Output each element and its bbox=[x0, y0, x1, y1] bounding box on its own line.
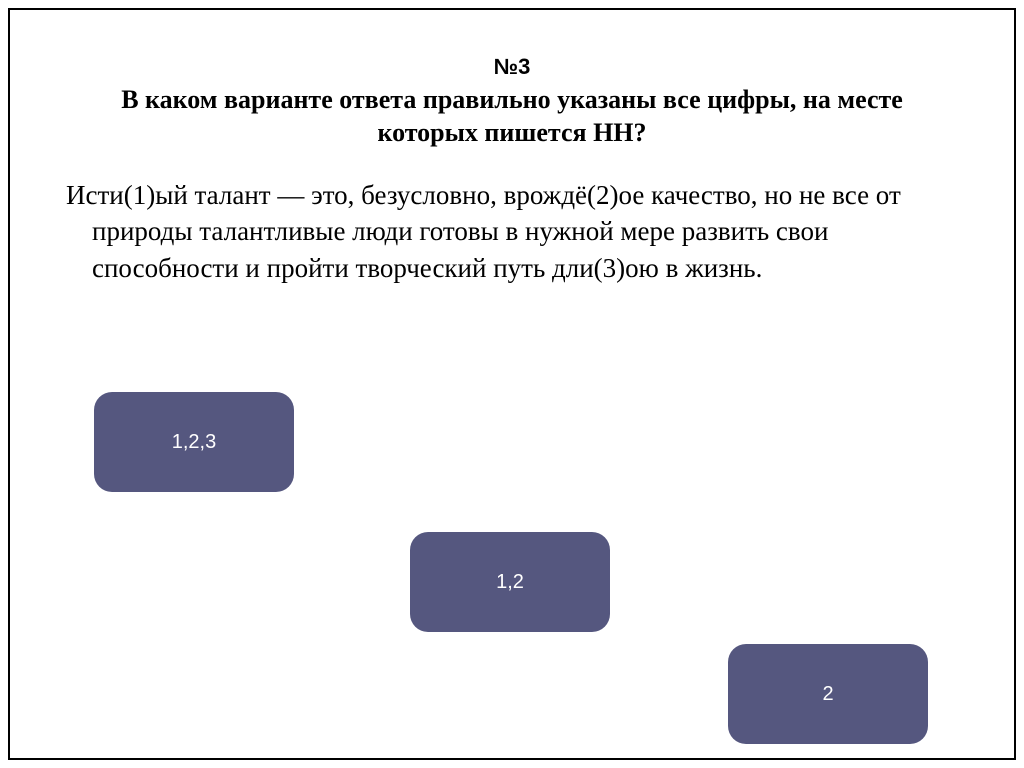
question-number: №3 bbox=[50, 54, 974, 80]
slide-frame: №3 В каком варианте ответа правильно ука… bbox=[8, 8, 1016, 760]
question-title-line2: которых пишется НН? bbox=[377, 118, 646, 147]
question-title: В каком варианте ответа правильно указан… bbox=[50, 84, 974, 149]
question-title-line1: В каком варианте ответа правильно указан… bbox=[121, 85, 903, 114]
question-header: №3 В каком варианте ответа правильно ука… bbox=[10, 10, 1014, 149]
question-text: Исти(1)ый талант — это, безусловно, врож… bbox=[66, 177, 958, 286]
answer-option-1[interactable]: 1,2,3 bbox=[94, 392, 294, 492]
answer-option-2[interactable]: 1,2 bbox=[410, 532, 610, 632]
answer-option-3[interactable]: 2 bbox=[728, 644, 928, 744]
question-body: Исти(1)ый талант — это, безусловно, врож… bbox=[10, 149, 1014, 286]
